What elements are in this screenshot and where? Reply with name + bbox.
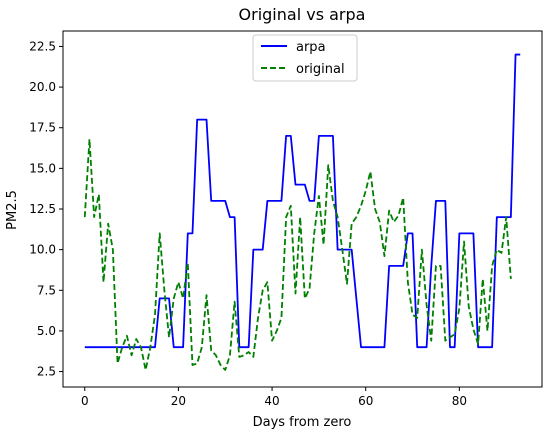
legend-label-original: original: [296, 62, 345, 77]
y-tick-label: 5.0: [37, 324, 56, 338]
x-tick-label: 20: [171, 394, 186, 408]
x-axis-label: Days from zero: [253, 415, 352, 430]
x-tick-label: 80: [452, 394, 467, 408]
axes-frame: [62, 30, 543, 388]
x-tick-label: 60: [358, 394, 373, 408]
legend-label-arpa: arpa: [296, 40, 326, 55]
y-tick-label: 22.5: [29, 39, 56, 53]
y-tick-label: 2.5: [37, 365, 56, 379]
y-axis-label: PM2.5: [5, 190, 20, 230]
plot-area: [83, 53, 521, 371]
y-tick-label: 10.0: [29, 243, 56, 257]
y-tick-label: 12.5: [29, 202, 56, 216]
series-line-original: [83, 138, 512, 371]
x-tick-label: 0: [81, 394, 89, 408]
y-ticks: 2.5 5.0 7.5 10.0 12.5 15.0 17.5 20.0 22.5: [29, 39, 63, 379]
y-tick-label: 20.0: [29, 80, 56, 94]
y-tick-label: 15.0: [29, 161, 56, 175]
x-tick-label: 40: [264, 394, 279, 408]
x-ticks: 0 20 40 60 80: [81, 387, 467, 408]
series-line-arpa: [84, 53, 521, 349]
chart-title: Original vs arpa: [239, 5, 366, 24]
y-tick-label: 17.5: [29, 121, 56, 135]
legend: arpa original: [252, 34, 358, 82]
y-tick-label: 7.5: [37, 283, 56, 297]
